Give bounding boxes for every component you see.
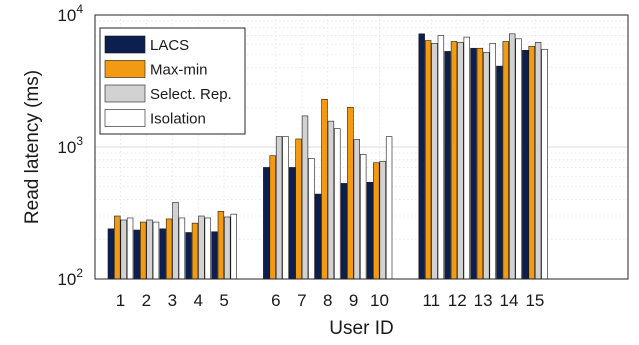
y-tick-labels: 102 103 104	[57, 2, 83, 289]
x-tick-label: 4	[193, 291, 202, 310]
plot-frame	[94, 14, 629, 280]
x-tick-label: 6	[271, 291, 280, 310]
legend-swatch	[104, 60, 146, 78]
bar-isolation-user-9	[359, 154, 367, 280]
bar-max-min-user-7	[295, 138, 302, 280]
bar-isolation-user-6	[282, 136, 289, 280]
bar-max-min-user-13	[476, 47, 484, 280]
bar-lacs-user-6	[263, 167, 270, 280]
bar-lacs-user-13	[470, 47, 477, 280]
bar-select-rep-user-10	[379, 160, 386, 280]
legend-label: Max-min	[150, 62, 208, 79]
bar-select-rep-user-7	[301, 115, 309, 280]
bar-select-rep-user-6	[275, 136, 283, 280]
bar-max-min-user-12	[450, 41, 458, 280]
bar-lacs-user-14	[496, 65, 503, 280]
x-tick-label: 15	[525, 291, 544, 310]
bar-lacs-user-9	[340, 183, 348, 280]
legend-swatch	[104, 109, 146, 127]
bar-lacs-user-5	[211, 231, 218, 280]
bar-lacs-user-7	[288, 167, 296, 280]
x-tick-label: 10	[370, 291, 389, 310]
bar-select-rep-user-11	[431, 43, 438, 280]
bar-select-rep-user-5	[224, 216, 231, 280]
bar-select-rep-user-13	[483, 52, 490, 280]
bar-isolation-user-14	[515, 38, 522, 280]
bar-select-rep-user-1	[120, 219, 127, 280]
y-tick-label: 103	[57, 134, 83, 157]
x-tick-label: 3	[168, 291, 177, 310]
bar-lacs-user-4	[185, 232, 192, 280]
bar-isolation-user-8	[334, 128, 341, 280]
bar-max-min-user-15	[528, 45, 535, 280]
bar-select-rep-user-3	[172, 202, 179, 280]
legend-swatch	[104, 35, 146, 54]
bar-isolation-user-11	[437, 35, 445, 280]
bar-max-min-user-1	[114, 215, 121, 280]
bar-isolation-user-12	[463, 36, 470, 280]
y-axis-title: Read latency (ms)	[22, 70, 43, 224]
legend-label: Select. Rep.	[150, 86, 232, 103]
bar-select-rep-user-15	[534, 42, 542, 280]
y-tick-label: 102	[57, 266, 83, 289]
bar-max-min-user-8	[321, 98, 328, 280]
legend-swatch	[104, 84, 146, 103]
bar-isolation-user-2	[152, 221, 160, 280]
bar-isolation-user-1	[126, 217, 134, 280]
bar-isolation-user-5	[230, 213, 237, 280]
bar-isolation-user-15	[541, 48, 548, 280]
bar-max-min-user-3	[165, 218, 173, 280]
bar-lacs-user-1	[107, 228, 115, 280]
bar-max-min-user-14	[502, 41, 509, 280]
legend-label: Isolation	[150, 111, 206, 128]
bar-select-rep-user-4	[198, 215, 205, 280]
x-tick-label: 11	[422, 291, 440, 310]
bar-select-rep-user-8	[327, 120, 335, 280]
bar-select-rep-user-2	[146, 219, 153, 280]
bar-lacs-user-11	[418, 33, 425, 280]
y-tick-label: 104	[57, 2, 83, 25]
x-tick-labels: 1 2 3 4 5 6 7 8 9 10 11 12 13 14 15	[116, 291, 545, 310]
bar-lacs-user-12	[444, 51, 451, 280]
bar-select-rep-user-12	[457, 42, 464, 280]
x-tick-label: 7	[297, 291, 306, 310]
bar-isolation-user-3	[178, 217, 186, 280]
legend-label: LACS	[150, 37, 189, 54]
bar-select-rep-user-14	[508, 33, 516, 280]
x-tick-label: 5	[219, 291, 228, 310]
x-axis-title: User ID	[329, 318, 393, 339]
bar-max-min-user-11	[424, 40, 432, 280]
bar-isolation-user-10	[385, 136, 393, 280]
bar-lacs-user-8	[314, 193, 322, 280]
bar-max-min-user-10	[373, 162, 380, 280]
bar-max-min-user-4	[191, 222, 199, 280]
bar-isolation-user-7	[308, 158, 315, 280]
x-tick-label: 9	[349, 291, 358, 310]
bar-lacs-user-10	[366, 182, 374, 280]
x-tick-label: 1	[116, 291, 125, 310]
bar-lacs-user-15	[522, 50, 529, 280]
bar-isolation-user-13	[489, 43, 496, 280]
legend: LACS Max-min Select. Rep. Isolation	[99, 27, 246, 135]
x-tick-label: 13	[474, 291, 493, 310]
x-tick-label: 2	[142, 291, 151, 310]
x-tick-label: 8	[323, 291, 332, 310]
bar-max-min-user-5	[217, 211, 225, 280]
x-tick-label: 14	[500, 291, 519, 310]
bar-lacs-user-3	[159, 228, 166, 280]
x-tick-label: 12	[448, 291, 467, 310]
bar-select-rep-user-9	[353, 139, 360, 280]
bar-max-min-user-9	[347, 106, 354, 280]
bar-max-min-user-6	[269, 155, 276, 280]
bar-lacs-user-2	[133, 229, 140, 280]
bar-isolation-user-4	[204, 217, 211, 280]
bar-max-min-user-2	[140, 221, 147, 280]
